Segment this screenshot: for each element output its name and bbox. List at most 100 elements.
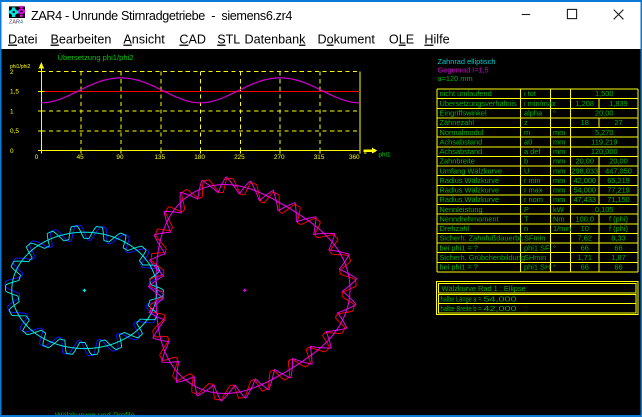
svg-text:71,150: 71,150 xyxy=(607,195,630,204)
svg-text:20,00: 20,00 xyxy=(595,108,614,117)
svg-text:66: 66 xyxy=(581,243,589,252)
svg-text:Radius Wälzkurve: Radius Wälzkurve xyxy=(440,176,500,185)
svg-text:7,62: 7,62 xyxy=(578,234,592,243)
svg-text:Sicherh. Zahnfußdauerbr.: Sicherh. Zahnfußdauerbr. xyxy=(440,234,524,243)
svg-text:halbe Länge a =: halbe Länge a = xyxy=(441,295,482,304)
svg-text:47,433: 47,433 xyxy=(573,195,596,204)
svg-text:phi1 SH: phi1 SH xyxy=(524,263,550,272)
svg-text:Drehzahl: Drehzahl xyxy=(440,224,470,233)
svg-text:Radius Wälzkurve: Radius Wälzkurve xyxy=(440,186,500,195)
svg-text:27: 27 xyxy=(614,118,622,127)
svg-text:42,000: 42,000 xyxy=(484,304,517,313)
svg-text:90: 90 xyxy=(116,154,124,161)
svg-text:20,00: 20,00 xyxy=(576,157,595,166)
svg-text:a0: a0 xyxy=(524,137,532,146)
svg-text:Übersetzungsverhältnis: Übersetzungsverhältnis xyxy=(440,99,518,108)
svg-text:Wälzkurve Rad 1 : Ellipse: Wälzkurve Rad 1 : Ellipse xyxy=(442,284,526,293)
svg-text:Nennleistung: Nennleistung xyxy=(440,205,483,214)
svg-text:1/min: 1/min xyxy=(553,224,571,233)
svg-text:Zahnrad elliptisch: Zahnrad elliptisch xyxy=(438,57,496,66)
svg-text:Eingriffswinkel: Eingriffswinkel xyxy=(440,108,487,117)
svg-text:f (phi): f (phi) xyxy=(609,224,628,233)
svg-text:Gegenrad i=1,5: Gegenrad i=1,5 xyxy=(438,65,489,74)
svg-text:0: 0 xyxy=(35,154,39,161)
svg-text:U: U xyxy=(524,166,529,175)
svg-text:1,87: 1,87 xyxy=(611,253,625,262)
svg-text:f (phi): f (phi) xyxy=(609,214,628,223)
svg-text:0,5: 0,5 xyxy=(10,128,19,135)
svg-text:Zähnezahl: Zähnezahl xyxy=(440,118,475,127)
svg-text:alpha: alpha xyxy=(524,108,543,117)
svg-text:66: 66 xyxy=(614,263,622,272)
svg-text:1,500: 1,500 xyxy=(595,89,614,98)
svg-text:ZAR4 - Unrunde Stirnradgetrieb: ZAR4 - Unrunde Stirnradgetriebe - siemen… xyxy=(31,9,292,23)
svg-text:18: 18 xyxy=(581,118,589,127)
svg-text:a=120 mm: a=120 mm xyxy=(438,74,473,83)
svg-text:8,33: 8,33 xyxy=(611,234,625,243)
svg-text:Wälzkurven und Profile: Wälzkurven und Profile xyxy=(55,411,135,417)
svg-text:Hilfe: Hilfe xyxy=(424,33,449,47)
svg-text:°: ° xyxy=(553,263,556,272)
svg-text:5,270: 5,270 xyxy=(595,128,614,137)
svg-text:nicht umlaufend: nicht umlaufend xyxy=(440,89,492,98)
svg-text:1,839: 1,839 xyxy=(609,99,628,108)
svg-text:kW: kW xyxy=(553,205,564,214)
svg-text:z: z xyxy=(524,118,528,127)
svg-text:SFmin: SFmin xyxy=(524,234,545,243)
svg-text:mm: mm xyxy=(553,186,565,195)
svg-text:Bearbeiten: Bearbeiten xyxy=(51,33,112,47)
svg-text:Nm: Nm xyxy=(553,214,565,223)
svg-text:0: 0 xyxy=(10,148,14,155)
svg-text:Ansicht: Ansicht xyxy=(123,33,165,47)
svg-text:r min: r min xyxy=(524,176,540,185)
svg-text:Achsabstand: Achsabstand xyxy=(440,147,483,156)
svg-text:65,219: 65,219 xyxy=(607,176,630,185)
svg-text:20,00: 20,00 xyxy=(609,157,628,166)
svg-text:1,71: 1,71 xyxy=(578,253,592,262)
svg-text:270: 270 xyxy=(274,154,285,161)
svg-text:119,219: 119,219 xyxy=(591,137,617,146)
svg-text:2: 2 xyxy=(10,69,14,76)
svg-text:phi1 SF: phi1 SF xyxy=(524,243,550,252)
svg-text:120,000: 120,000 xyxy=(591,147,618,156)
svg-text:100,0: 100,0 xyxy=(576,214,595,223)
svg-text:42,000: 42,000 xyxy=(573,176,596,185)
svg-text:phi1/phi2: phi1/phi2 xyxy=(10,64,31,70)
svg-text:b: b xyxy=(524,157,528,166)
svg-text:45: 45 xyxy=(77,154,85,161)
svg-text:Datenbank: Datenbank xyxy=(245,33,307,47)
svg-text:OLE: OLE xyxy=(389,33,414,47)
svg-text:r max: r max xyxy=(524,186,543,195)
svg-text:CAD: CAD xyxy=(179,33,206,47)
svg-text:Normalmodul: Normalmodul xyxy=(440,128,484,137)
svg-text:P: P xyxy=(524,205,529,214)
svg-text:mm: mm xyxy=(553,176,565,185)
svg-text:Dokument: Dokument xyxy=(318,33,376,47)
svg-text:phi1: phi1 xyxy=(379,152,392,159)
svg-text:54,000: 54,000 xyxy=(484,295,517,304)
svg-text:SHmin: SHmin xyxy=(524,253,546,262)
svg-text:180: 180 xyxy=(194,154,205,161)
svg-text:1,208: 1,208 xyxy=(576,99,595,108)
svg-text:Zahnbreite: Zahnbreite xyxy=(440,157,475,166)
svg-text:66: 66 xyxy=(581,263,589,272)
svg-text:66: 66 xyxy=(614,243,622,252)
svg-text:°: ° xyxy=(553,243,556,252)
svg-text:bei phi1 = ?: bei phi1 = ? xyxy=(440,243,478,252)
svg-text:°: ° xyxy=(553,108,556,117)
svg-text:ZAR4: ZAR4 xyxy=(9,20,23,26)
svg-text:Übersetzung phi1/phi2: Übersetzung phi1/phi2 xyxy=(58,53,134,62)
svg-text:447,050: 447,050 xyxy=(605,166,632,175)
svg-text:298,033: 298,033 xyxy=(571,166,598,175)
svg-text:i min/max: i min/max xyxy=(524,99,556,108)
svg-text:halbe Breite b =: halbe Breite b = xyxy=(441,304,482,313)
svg-text:77,219: 77,219 xyxy=(607,186,630,195)
svg-text:Nenndrehmoment: Nenndrehmoment xyxy=(440,214,499,223)
svg-text:mm: mm xyxy=(553,147,565,156)
svg-text:T: T xyxy=(524,214,529,223)
svg-text:54,000: 54,000 xyxy=(573,186,596,195)
svg-text:mm: mm xyxy=(553,128,565,137)
svg-text:135: 135 xyxy=(154,154,165,161)
svg-text:a def: a def xyxy=(524,147,541,156)
svg-text:Datei: Datei xyxy=(8,33,37,47)
